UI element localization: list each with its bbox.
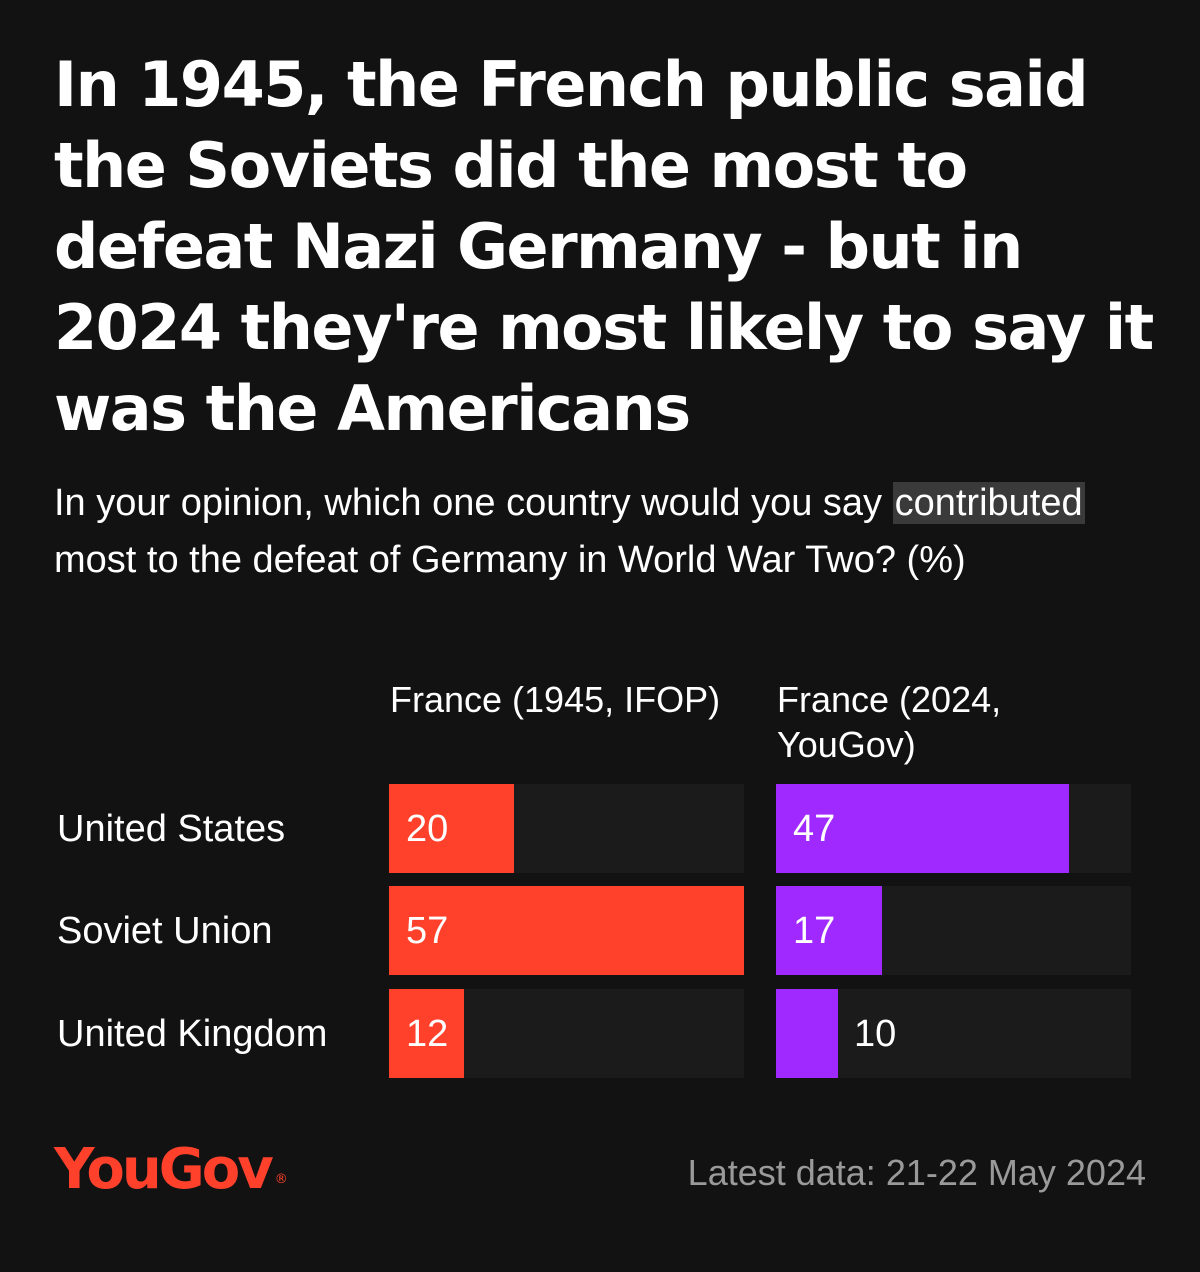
bar <box>389 886 744 975</box>
series-header: France (1945, IFOP) <box>390 679 721 720</box>
subtitle-text-end: most to the defeat of Germany in World W… <box>54 539 966 581</box>
bar <box>776 989 838 1078</box>
bar <box>776 886 882 975</box>
data-label: 10 <box>854 1012 897 1055</box>
data-label: 20 <box>406 807 449 850</box>
logo-text: YouGov <box>54 1137 274 1202</box>
yougov-logo: YouGov ® <box>54 1137 288 1202</box>
category-label: United States <box>57 807 286 850</box>
bar <box>776 784 1069 873</box>
registered-mark: ® <box>274 1172 288 1187</box>
subtitle-text-start: In your opinion, which one country would… <box>54 482 893 524</box>
data-label: 17 <box>793 909 836 952</box>
subtitle-highlighted-word: contributed <box>892 482 1085 524</box>
chart-title: In 1945, the French public said the Sovi… <box>54 48 1154 445</box>
bar <box>389 784 514 873</box>
category-label: United Kingdom <box>57 1012 328 1055</box>
series-header: France (2024, YouGov) <box>777 679 1002 765</box>
data-label: 47 <box>793 807 836 850</box>
data-label: 57 <box>406 909 449 952</box>
latest-data-note: Latest data: 21-22 May 2024 <box>687 1152 1146 1193</box>
category-label: Soviet Union <box>57 909 273 952</box>
chart-subtitle: In your opinion, which one country would… <box>54 475 1144 589</box>
data-label: 12 <box>406 1012 449 1055</box>
bar <box>389 989 464 1078</box>
